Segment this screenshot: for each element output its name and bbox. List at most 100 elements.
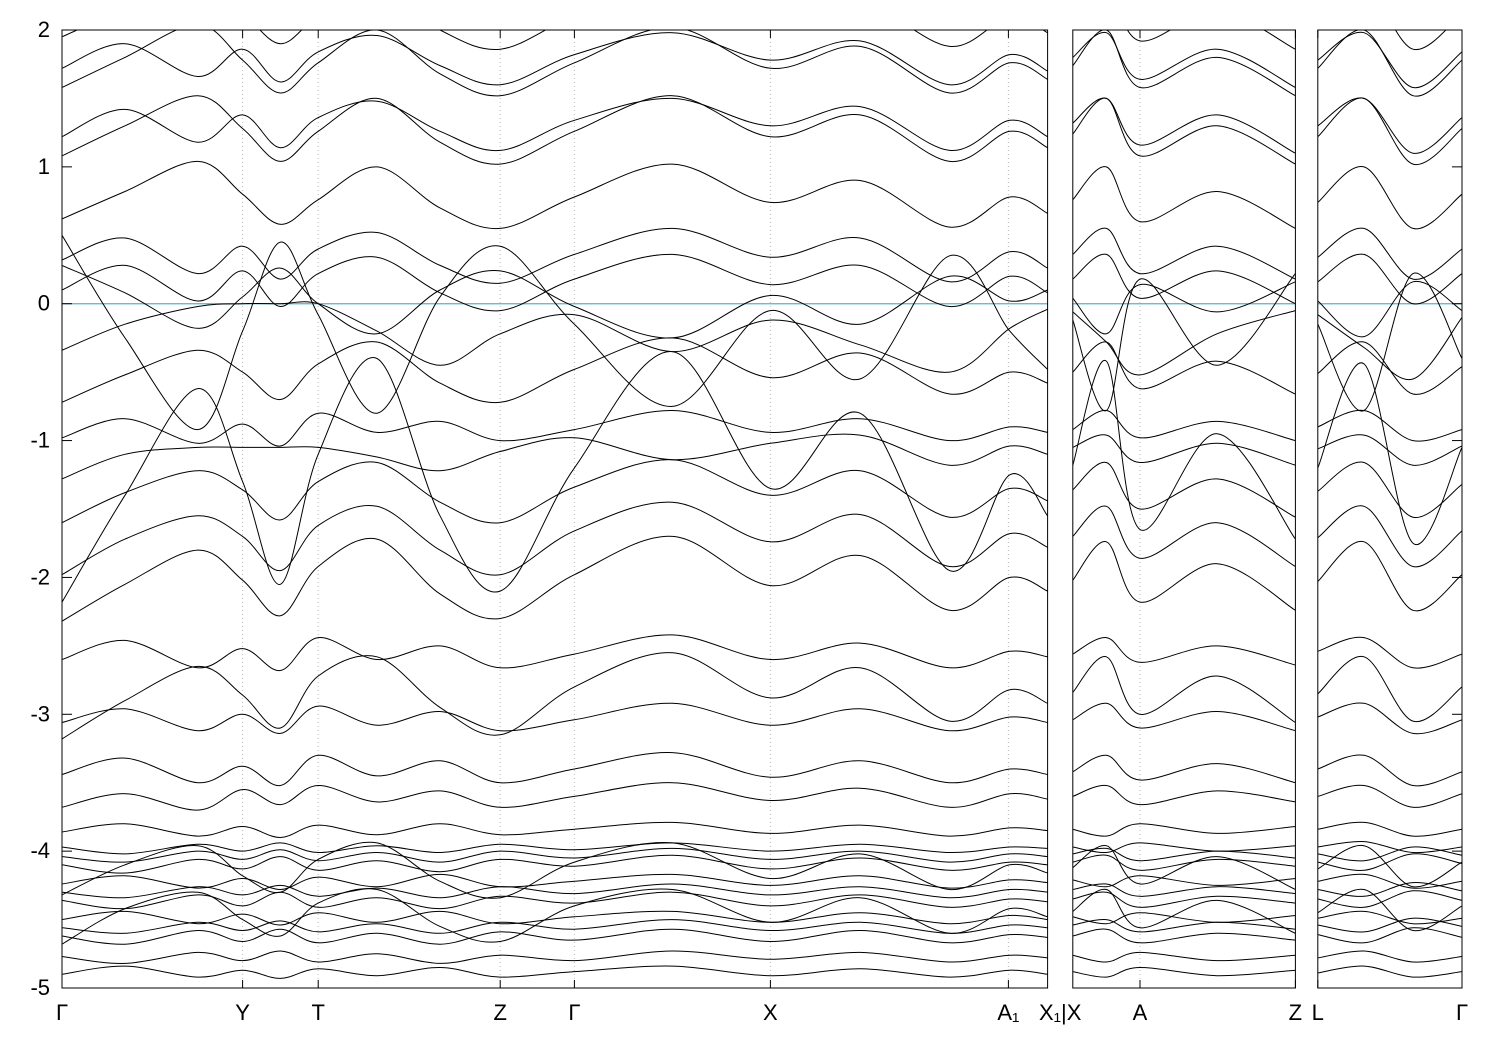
band-line (62, 782, 1048, 811)
band-line (1317, 950, 1463, 963)
band-line (62, 97, 1048, 152)
band-line (62, 752, 1048, 787)
band-line (1072, 360, 1296, 540)
axis-ticks (61, 29, 1463, 989)
band-line (1317, 31, 1463, 89)
band-line (1072, 842, 1296, 854)
band-line (1072, 227, 1296, 280)
band-line (1072, 341, 1296, 395)
band-line (1317, 434, 1463, 466)
band-line (62, 950, 1048, 964)
band-line (1072, 875, 1296, 888)
x-tick-label: X (763, 1000, 778, 1025)
band-line (1317, 409, 1463, 442)
y-tick-label: -1 (30, 428, 50, 453)
band-line (62, 888, 1048, 945)
band-line (1317, 846, 1463, 862)
band-line (62, 459, 1048, 524)
band-line (1072, 409, 1296, 442)
axis-labels: 210-1-2-3-4-5Γ Y T Z Γ X A₁ X₁|X A Z L Γ (30, 17, 1468, 1025)
band-line (62, 891, 1048, 910)
panel-border (1317, 29, 1463, 989)
band-line (62, 227, 1048, 284)
band-line (62, 965, 1048, 979)
band-line (1317, 965, 1463, 978)
band-line (1317, 821, 1463, 837)
band-line (62, 301, 1048, 373)
band-line (62, 841, 1048, 899)
x-tick-label: L (1312, 1000, 1324, 1025)
band-line (1072, 656, 1296, 723)
band-line (1072, 702, 1296, 732)
band-line (1317, 656, 1463, 722)
band-lines-panel-1 (62, 30, 1048, 979)
x-tick-label: Γ (56, 1000, 68, 1025)
band-line (1317, 927, 1463, 944)
band-line (1072, 310, 1296, 376)
band-line (62, 235, 1048, 431)
band-line (62, 854, 1048, 874)
band-line (62, 842, 1048, 855)
band-lines-panel-3 (1317, 30, 1463, 978)
band-line (1072, 845, 1296, 890)
band-line (1072, 637, 1296, 666)
band-line (1317, 917, 1463, 933)
band-line (62, 30, 1048, 97)
band-line (62, 928, 1048, 945)
band-line (1072, 754, 1296, 784)
band-line (1072, 854, 1296, 871)
band-line (1072, 273, 1296, 412)
band-line (62, 535, 1048, 622)
band-line (1317, 166, 1463, 230)
band-line (1317, 227, 1463, 280)
band-line (62, 337, 1048, 404)
band-line (62, 847, 1048, 863)
x-tick-label: Y (235, 1000, 250, 1025)
x-tick-label: A (1133, 1000, 1148, 1025)
band-line (1072, 888, 1296, 934)
band-line (62, 883, 1048, 899)
y-tick-label: 0 (38, 291, 50, 316)
band-line (62, 32, 1048, 86)
band-line (1394, 30, 1447, 50)
band-line (62, 873, 1048, 891)
x-tick-label: T (311, 1000, 324, 1025)
band-line (1317, 890, 1463, 908)
band-line (1072, 918, 1296, 933)
band-line (1072, 253, 1296, 305)
band-line (1317, 341, 1463, 395)
band-line (62, 351, 1048, 603)
y-tick-label: -3 (30, 701, 50, 726)
band-line (1072, 461, 1296, 518)
x-tick-label: X₁|X (1039, 1000, 1082, 1025)
y-tick-label: -2 (30, 564, 50, 589)
band-line (1072, 97, 1296, 154)
band-line (1072, 30, 1296, 97)
band-line (62, 634, 1048, 672)
band-line (1317, 253, 1463, 305)
band-line (1072, 891, 1296, 908)
band-line (1072, 97, 1296, 165)
band-line (1317, 853, 1463, 871)
y-tick-label: -4 (30, 838, 50, 863)
band-line (1072, 434, 1296, 466)
band-line (1072, 541, 1296, 611)
panel-border (61, 29, 1049, 989)
band-line (1317, 281, 1463, 338)
band-line (1072, 32, 1296, 88)
band-line (1317, 97, 1463, 165)
band-line (1317, 845, 1463, 888)
band-line (1317, 30, 1463, 97)
band-line (1072, 281, 1296, 335)
x-tick-label: Γ (1456, 1000, 1468, 1025)
band-line (62, 160, 1048, 230)
band-line (62, 433, 1048, 480)
band-line (1072, 847, 1296, 862)
band-line (62, 253, 1048, 312)
band-line (62, 821, 1048, 839)
band-line (1317, 841, 1463, 854)
band-line (1317, 362, 1463, 546)
band-line (62, 652, 1048, 740)
